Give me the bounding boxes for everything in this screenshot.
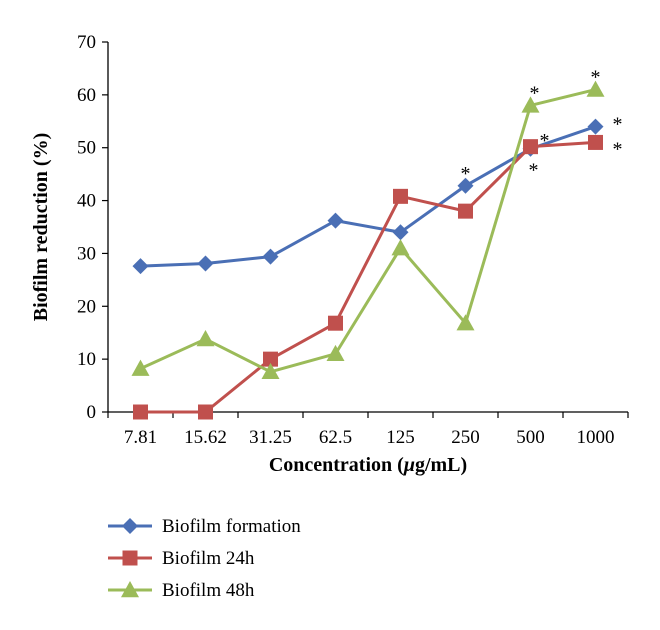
data-point xyxy=(458,203,473,219)
data-point xyxy=(456,314,475,331)
data-point xyxy=(326,344,345,362)
series-line xyxy=(140,125,596,268)
legend-label: Biofilm 24h xyxy=(162,548,255,569)
data-point xyxy=(391,239,410,256)
series-line xyxy=(140,140,596,414)
significance-star: * xyxy=(591,67,601,89)
data-point xyxy=(261,362,280,380)
significance-star: * xyxy=(540,130,550,152)
x-tick-label: 62.5 xyxy=(319,427,352,448)
legend-label: Biofilm formation xyxy=(162,516,301,537)
series-square xyxy=(133,134,603,420)
x-axis-title-main: Concentration ( xyxy=(269,454,404,476)
x-axis-title: Concentration (μg/mL) xyxy=(269,454,467,476)
data-point xyxy=(327,212,344,229)
data-point xyxy=(133,404,148,420)
legend-marker xyxy=(122,518,138,534)
x-axis-title-unit: g/mL) xyxy=(415,454,467,476)
y-tick-label: 0 xyxy=(87,402,97,423)
x-tick-label: 15.62 xyxy=(184,427,227,448)
data-point xyxy=(328,315,343,331)
data-point xyxy=(132,258,149,275)
y-tick-label: 60 xyxy=(77,85,96,106)
y-tick-label: 30 xyxy=(77,243,96,264)
significance-star: * xyxy=(530,82,540,104)
legend-item: Biofilm 24h xyxy=(108,548,255,569)
x-tick-label: 7.81 xyxy=(124,427,157,448)
x-tick-label: 500 xyxy=(516,427,545,448)
data-point xyxy=(457,177,474,194)
y-tick-label: 10 xyxy=(77,349,96,370)
data-point xyxy=(263,351,278,367)
y-tick-group: 0 10 20 30 40 50 60 70 xyxy=(77,32,108,423)
x-tick-label: 1000 xyxy=(577,427,615,448)
chart-legend: Biofilm formation Biofilm 24h Biofilm 48h xyxy=(108,516,301,601)
significance-star: * xyxy=(461,163,471,185)
significance-star: * xyxy=(529,160,539,182)
x-tick-group: 7.81 15.62 31.25 62.5 125 250 500 1000 xyxy=(107,412,629,448)
data-point xyxy=(586,80,605,97)
significance-star: * xyxy=(613,138,623,160)
y-tick-label: 20 xyxy=(77,296,96,317)
data-point xyxy=(196,330,215,347)
y-axis-title: Biofilm reduction (%) xyxy=(30,133,52,322)
data-point xyxy=(131,359,150,376)
data-point xyxy=(392,224,409,241)
legend-label: Biofilm 48h xyxy=(162,580,255,601)
series-line xyxy=(139,88,596,374)
data-point xyxy=(523,139,538,155)
series-group xyxy=(131,80,605,420)
legend-marker xyxy=(122,550,138,566)
y-tick-label: 50 xyxy=(77,138,96,159)
legend-item: Biofilm formation xyxy=(108,516,301,537)
data-point xyxy=(197,255,214,272)
data-point xyxy=(588,134,603,150)
y-tick-label: 40 xyxy=(77,191,96,212)
data-point xyxy=(393,188,408,204)
annotation-group: ******* xyxy=(461,67,623,185)
series-triangle xyxy=(131,80,605,380)
x-axis-title-mu: μ xyxy=(403,454,415,476)
x-tick-label: 31.25 xyxy=(249,427,292,448)
significance-star: * xyxy=(613,114,623,136)
legend-marker xyxy=(121,581,139,598)
data-point xyxy=(262,248,279,265)
x-tick-label: 125 xyxy=(386,427,415,448)
legend-item: Biofilm 48h xyxy=(108,580,255,601)
data-point xyxy=(587,118,604,135)
data-point xyxy=(521,96,540,113)
x-tick-label: 250 xyxy=(451,427,480,448)
y-tick-label: 70 xyxy=(77,32,96,53)
data-point xyxy=(198,404,213,420)
